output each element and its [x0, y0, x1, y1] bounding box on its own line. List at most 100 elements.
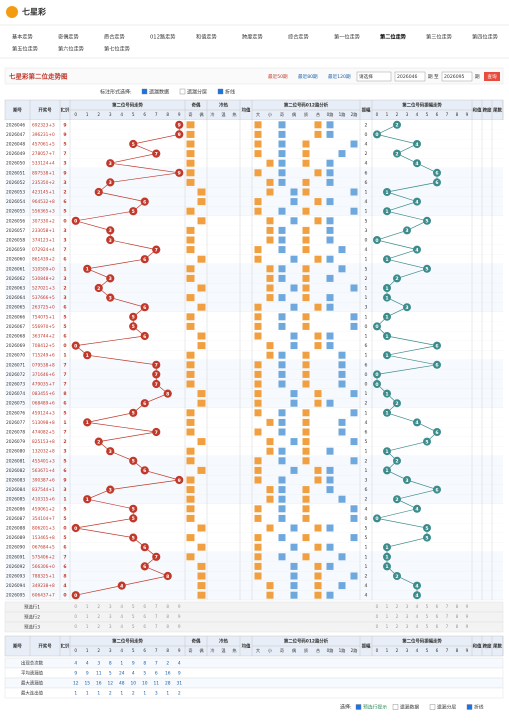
amp-ball-label: 4 [415, 583, 418, 589]
analysis-mark [266, 226, 274, 234]
header-group: 第二位号码012路分析 [284, 638, 329, 645]
odd-even-mark [186, 380, 195, 388]
draw-cell: 806201+3 [32, 526, 55, 532]
trend-ball [94, 437, 103, 446]
analysis-mark [278, 409, 286, 417]
odd-even-mark [186, 370, 195, 378]
odd-even-mark [186, 495, 195, 503]
analysis-mark [326, 130, 334, 138]
nav-tab[interactable]: 第六位走势 [58, 45, 84, 53]
amp-ball-label: 2 [395, 276, 398, 282]
trend-ball [152, 149, 161, 158]
header-sub: 5 [426, 648, 429, 653]
nav-tab[interactable]: 第一位走势 [334, 33, 360, 41]
trend-ball-label: 5 [132, 411, 135, 417]
header-cell: 开奖号 [38, 643, 52, 650]
nav-tab[interactable]: 第二位走势 [380, 33, 407, 41]
analysis-mark [266, 217, 274, 225]
nav-tab[interactable]: 012路走势 [150, 33, 175, 41]
nav-tab[interactable]: 奇偶走势 [58, 33, 79, 41]
analysis-mark [326, 476, 334, 484]
analysis-mark [254, 476, 262, 484]
nav-tab[interactable]: 基本走势 [12, 33, 33, 41]
draw-cell: 575406+2 [32, 554, 55, 560]
preselect-digit: 9 [178, 614, 181, 619]
analysis-mark [266, 294, 274, 302]
analysis-mark [302, 284, 310, 292]
odd-even-mark [186, 150, 195, 158]
nav-tab[interactable]: 第三位走势 [426, 33, 452, 41]
draw-cell: 563671+4 [32, 468, 55, 474]
amp-ball [423, 264, 431, 273]
analysis-mark [350, 572, 358, 580]
nav-tab[interactable]: 第四位走势 [472, 33, 498, 41]
draw-cell: 964532+8 [32, 199, 55, 205]
checkbox[interactable] [179, 88, 186, 95]
row-bg [5, 225, 503, 236]
second-cell: 6 [63, 199, 66, 205]
odd-even-mark [186, 169, 195, 177]
row-bg [5, 244, 503, 255]
odd-even-mark [186, 351, 195, 359]
analysis-mark [302, 370, 310, 378]
start-input [394, 71, 426, 82]
issue-cell: 2026080 [6, 449, 25, 455]
analysis-mark [350, 140, 358, 148]
analysis-mark [314, 255, 322, 263]
checkbox[interactable] [355, 704, 362, 710]
period-link[interactable]: 最近50期 [268, 73, 288, 80]
checkbox[interactable] [392, 704, 399, 710]
amp-ball-label: 2 [395, 574, 398, 580]
checkbox[interactable] [217, 88, 224, 95]
amp-cell: 1 [365, 353, 368, 359]
amp-cell: 2 [365, 458, 368, 464]
header-sub: 1 [86, 112, 89, 117]
checkbox[interactable] [141, 88, 148, 95]
analysis-mark [302, 495, 310, 503]
analysis-mark [326, 255, 334, 263]
nav-tab[interactable]: 和值走势 [196, 33, 217, 41]
analysis-mark [350, 409, 358, 417]
odd-even-mark [186, 447, 195, 455]
analysis-mark [254, 534, 262, 542]
analysis-mark [278, 150, 286, 158]
issue-cell: 2026088 [6, 526, 25, 532]
analysis-mark [278, 265, 286, 273]
footer-option: 预选行提示 [363, 704, 387, 711]
odd-even-mark [186, 486, 195, 494]
row-bg [5, 206, 503, 216]
nav-tab[interactable]: 第五位走势 [12, 45, 38, 53]
start-text: 2026046 [397, 74, 418, 80]
header-cell: 期号 [12, 643, 22, 650]
odd-even-mark [186, 207, 195, 215]
amp-cell: 1 [365, 334, 368, 340]
stats-value: 8 [143, 661, 146, 667]
period-link[interactable]: 最近120期 [328, 73, 351, 80]
row-bg [5, 187, 503, 197]
odd-even-mark [186, 178, 195, 186]
second-cell: 1 [63, 353, 66, 359]
amp-ball [433, 428, 441, 436]
preselect-digit: 8 [166, 614, 169, 619]
second-cell: 5 [63, 324, 66, 330]
amp-cell: 2 [365, 401, 368, 407]
analysis-mark [278, 178, 286, 186]
odd-even-mark [197, 342, 206, 350]
period-link[interactable]: 最近80期 [298, 73, 318, 80]
analysis-mark [290, 399, 298, 407]
analysis-mark [254, 399, 262, 407]
nav-tab[interactable]: 跨度走势 [242, 33, 263, 41]
preselect-digit: 4 [120, 614, 123, 619]
checkbox[interactable] [466, 704, 473, 710]
nav-tab[interactable]: 综合走势 [288, 33, 309, 41]
nav-tab[interactable]: 第七位走势 [104, 45, 130, 53]
analysis-mark [314, 390, 322, 398]
trend-ball [106, 274, 115, 283]
header-sub: 4 [416, 112, 419, 117]
issue-cell: 2026051 [6, 170, 25, 176]
checkbox[interactable] [429, 704, 436, 710]
query-button-text[interactable]: 查询 [487, 73, 497, 80]
amp-ball-label: 1 [385, 468, 388, 474]
nav-tab[interactable]: 质合走势 [104, 33, 125, 41]
header-sub: 1路 [339, 647, 347, 654]
